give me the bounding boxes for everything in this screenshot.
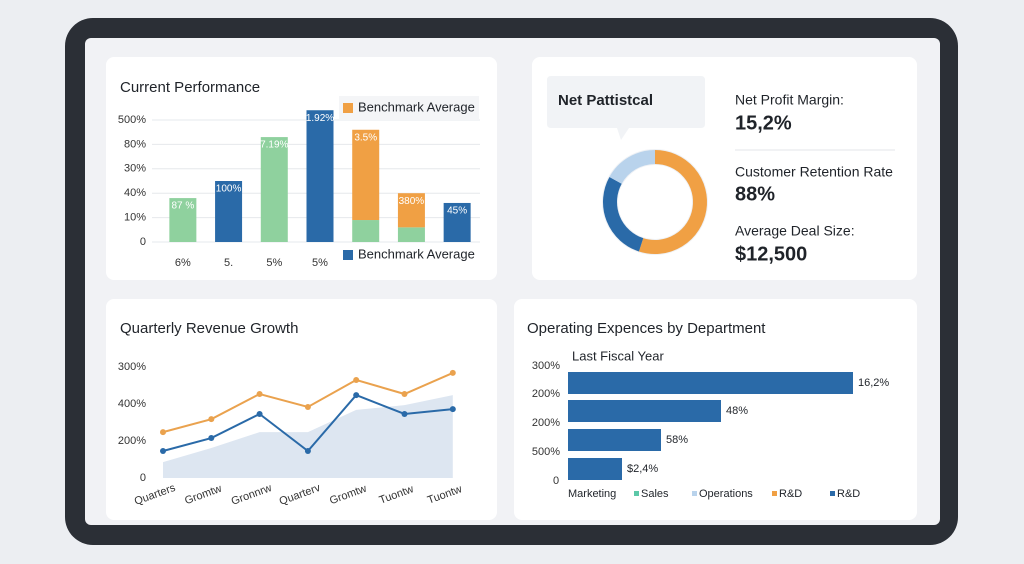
bar (169, 198, 197, 242)
point (160, 447, 166, 454)
kpi-label: Net Profit Margin: (735, 92, 844, 108)
value-label: 58% (666, 434, 688, 446)
y-tick-label: 300% (118, 361, 146, 373)
bar (215, 181, 243, 242)
point (353, 376, 360, 383)
donut-segment (638, 150, 707, 254)
y-tick-label: 200% (532, 388, 560, 400)
legend-label: Benchmark Average (358, 246, 475, 261)
point (401, 410, 408, 417)
point (208, 416, 215, 423)
chart-title: Quarterly Revenue Growth (120, 320, 298, 337)
bar (568, 429, 661, 451)
y-tick-label: 500% (118, 114, 146, 126)
legend-swatch (343, 103, 353, 113)
chart-title: Net Pattistcal (558, 92, 653, 109)
value-label: 100% (216, 184, 242, 195)
bar (397, 227, 425, 242)
area (163, 395, 453, 478)
point (449, 406, 456, 413)
point (304, 403, 311, 410)
value-label: 87 % (171, 201, 194, 212)
kpi-value: $12,500 (735, 243, 807, 265)
value-label: 7.19% (260, 140, 288, 151)
legend-swatch (634, 491, 639, 496)
point (256, 391, 263, 398)
chart-subtitle: Last Fiscal Year (572, 348, 664, 363)
title-bubble (547, 76, 705, 140)
y-tick-label: 0 (140, 472, 146, 484)
y-tick-label: 0 (140, 236, 146, 248)
x-tick-label: 5% (312, 257, 328, 269)
kpi-label: Average Deal Size: (735, 223, 855, 239)
legend-swatch (692, 491, 697, 496)
bar (352, 220, 380, 242)
y-tick-label: 30% (124, 163, 146, 175)
bar (568, 458, 622, 480)
x-tick-label: 6% (175, 257, 191, 269)
x-tick-label: 0 (553, 475, 559, 487)
kpi-value: 15,2% (735, 112, 792, 134)
bar (352, 129, 380, 221)
value-label: 3.5% (354, 132, 377, 143)
point (160, 429, 166, 436)
y-tick-label: 200% (532, 417, 560, 429)
legend-box (339, 96, 479, 120)
y-tick-label: 10% (124, 212, 146, 224)
legend-label: Benchmark Average (358, 99, 475, 114)
y-tick-label: 500% (532, 446, 560, 458)
kpi-label: Customer Retention Rate (735, 164, 893, 180)
value-label: 380% (399, 196, 425, 207)
bar (443, 202, 471, 242)
point (208, 435, 215, 442)
legend-label: Operations (699, 488, 753, 500)
donut-segment (609, 150, 656, 185)
point (449, 369, 456, 376)
legend-swatch (772, 491, 777, 496)
x-tick-label: 5. (224, 257, 233, 269)
value-label: 45% (447, 206, 467, 217)
legend-label: Marketing (568, 488, 616, 500)
y-tick-label: 80% (124, 138, 146, 150)
value-label: 16,2% (858, 377, 889, 389)
y-tick-label: 300% (532, 360, 560, 372)
value-label: 48% (726, 405, 748, 417)
chart-title: Current Performance (120, 79, 260, 96)
y-tick-label: 40% (124, 187, 146, 199)
legend-swatch (830, 491, 835, 496)
bar (568, 400, 721, 422)
y-tick-label: 400% (118, 398, 146, 410)
bar (568, 372, 853, 394)
value-label: $2,4% (627, 463, 658, 475)
legend-label: R&D (779, 488, 802, 500)
donut-segment (603, 176, 644, 252)
value-label: 1.92% (306, 113, 334, 124)
point (401, 391, 408, 398)
kpi-value: 88% (735, 183, 775, 205)
chart-title: Operating Expences by Department (527, 320, 766, 337)
bar (397, 193, 425, 228)
bar (260, 137, 288, 242)
y-tick-label: 200% (118, 435, 146, 447)
legend-label: R&D (837, 488, 860, 500)
bar (306, 110, 334, 243)
point (353, 392, 360, 399)
x-tick-label: 5% (266, 257, 282, 269)
point (304, 447, 311, 454)
legend-label: Sales (641, 488, 669, 500)
point (256, 410, 263, 417)
legend-swatch (343, 250, 353, 260)
